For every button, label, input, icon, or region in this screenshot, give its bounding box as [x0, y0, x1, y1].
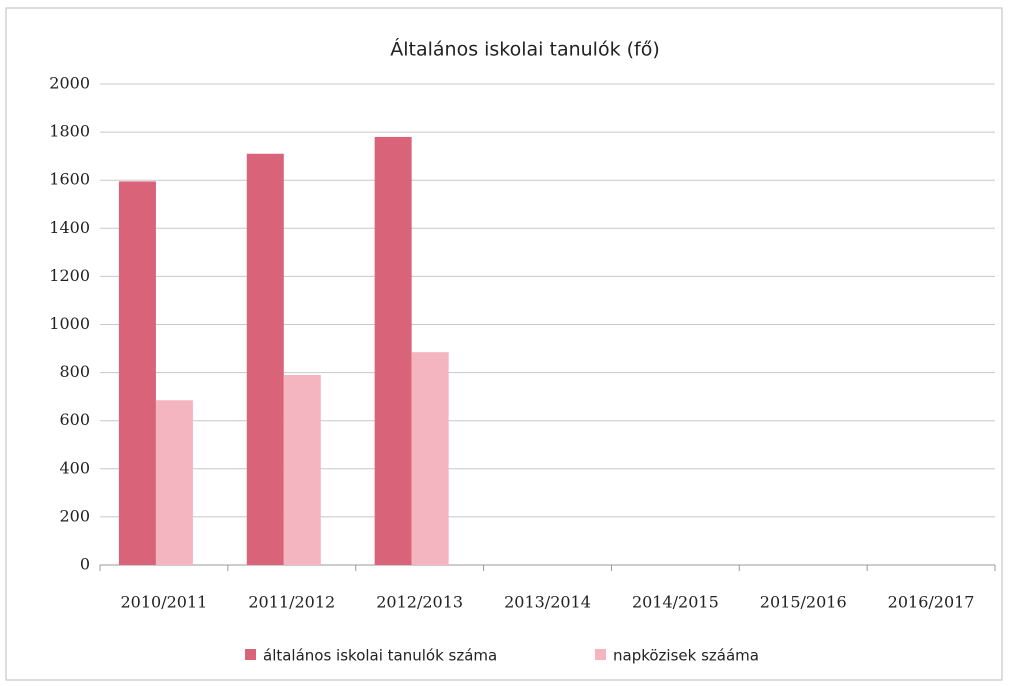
y-tick-label: 2000	[49, 74, 90, 93]
bar	[118, 181, 156, 565]
y-tick-label: 600	[59, 410, 90, 429]
y-tick-label: 1000	[49, 314, 90, 333]
y-tick-label: 800	[59, 362, 90, 381]
legend-swatch	[595, 649, 606, 660]
bar	[246, 153, 284, 565]
x-tick-label: 2010/2011	[121, 593, 208, 612]
x-tick-label: 2011/2012	[248, 593, 335, 612]
x-tick-label: 2014/2015	[632, 593, 719, 612]
y-tick-label: 0	[80, 555, 90, 574]
bar	[411, 352, 449, 565]
y-tick-label: 1600	[49, 170, 90, 189]
y-tick-label: 1400	[49, 218, 90, 237]
legend-label: napközisek szááma	[613, 647, 759, 665]
y-tick-label: 400	[59, 458, 90, 477]
legend-label: általános iskolai tanulók száma	[263, 647, 497, 665]
chart-frame	[5, 7, 1003, 681]
bar	[155, 400, 193, 565]
legend-swatch	[245, 649, 256, 660]
x-tick-label: 2012/2013	[376, 593, 463, 612]
chart-title: Általános iskolai tanulók (fő)	[390, 38, 660, 61]
bar	[374, 136, 412, 565]
bar	[283, 375, 321, 565]
y-tick-label: 200	[59, 506, 90, 525]
y-tick-label: 1200	[49, 266, 90, 285]
x-tick-label: 2015/2016	[760, 593, 847, 612]
y-tick-label: 1800	[49, 122, 90, 141]
x-tick-label: 2016/2017	[888, 593, 975, 612]
x-tick-label: 2013/2014	[504, 593, 591, 612]
